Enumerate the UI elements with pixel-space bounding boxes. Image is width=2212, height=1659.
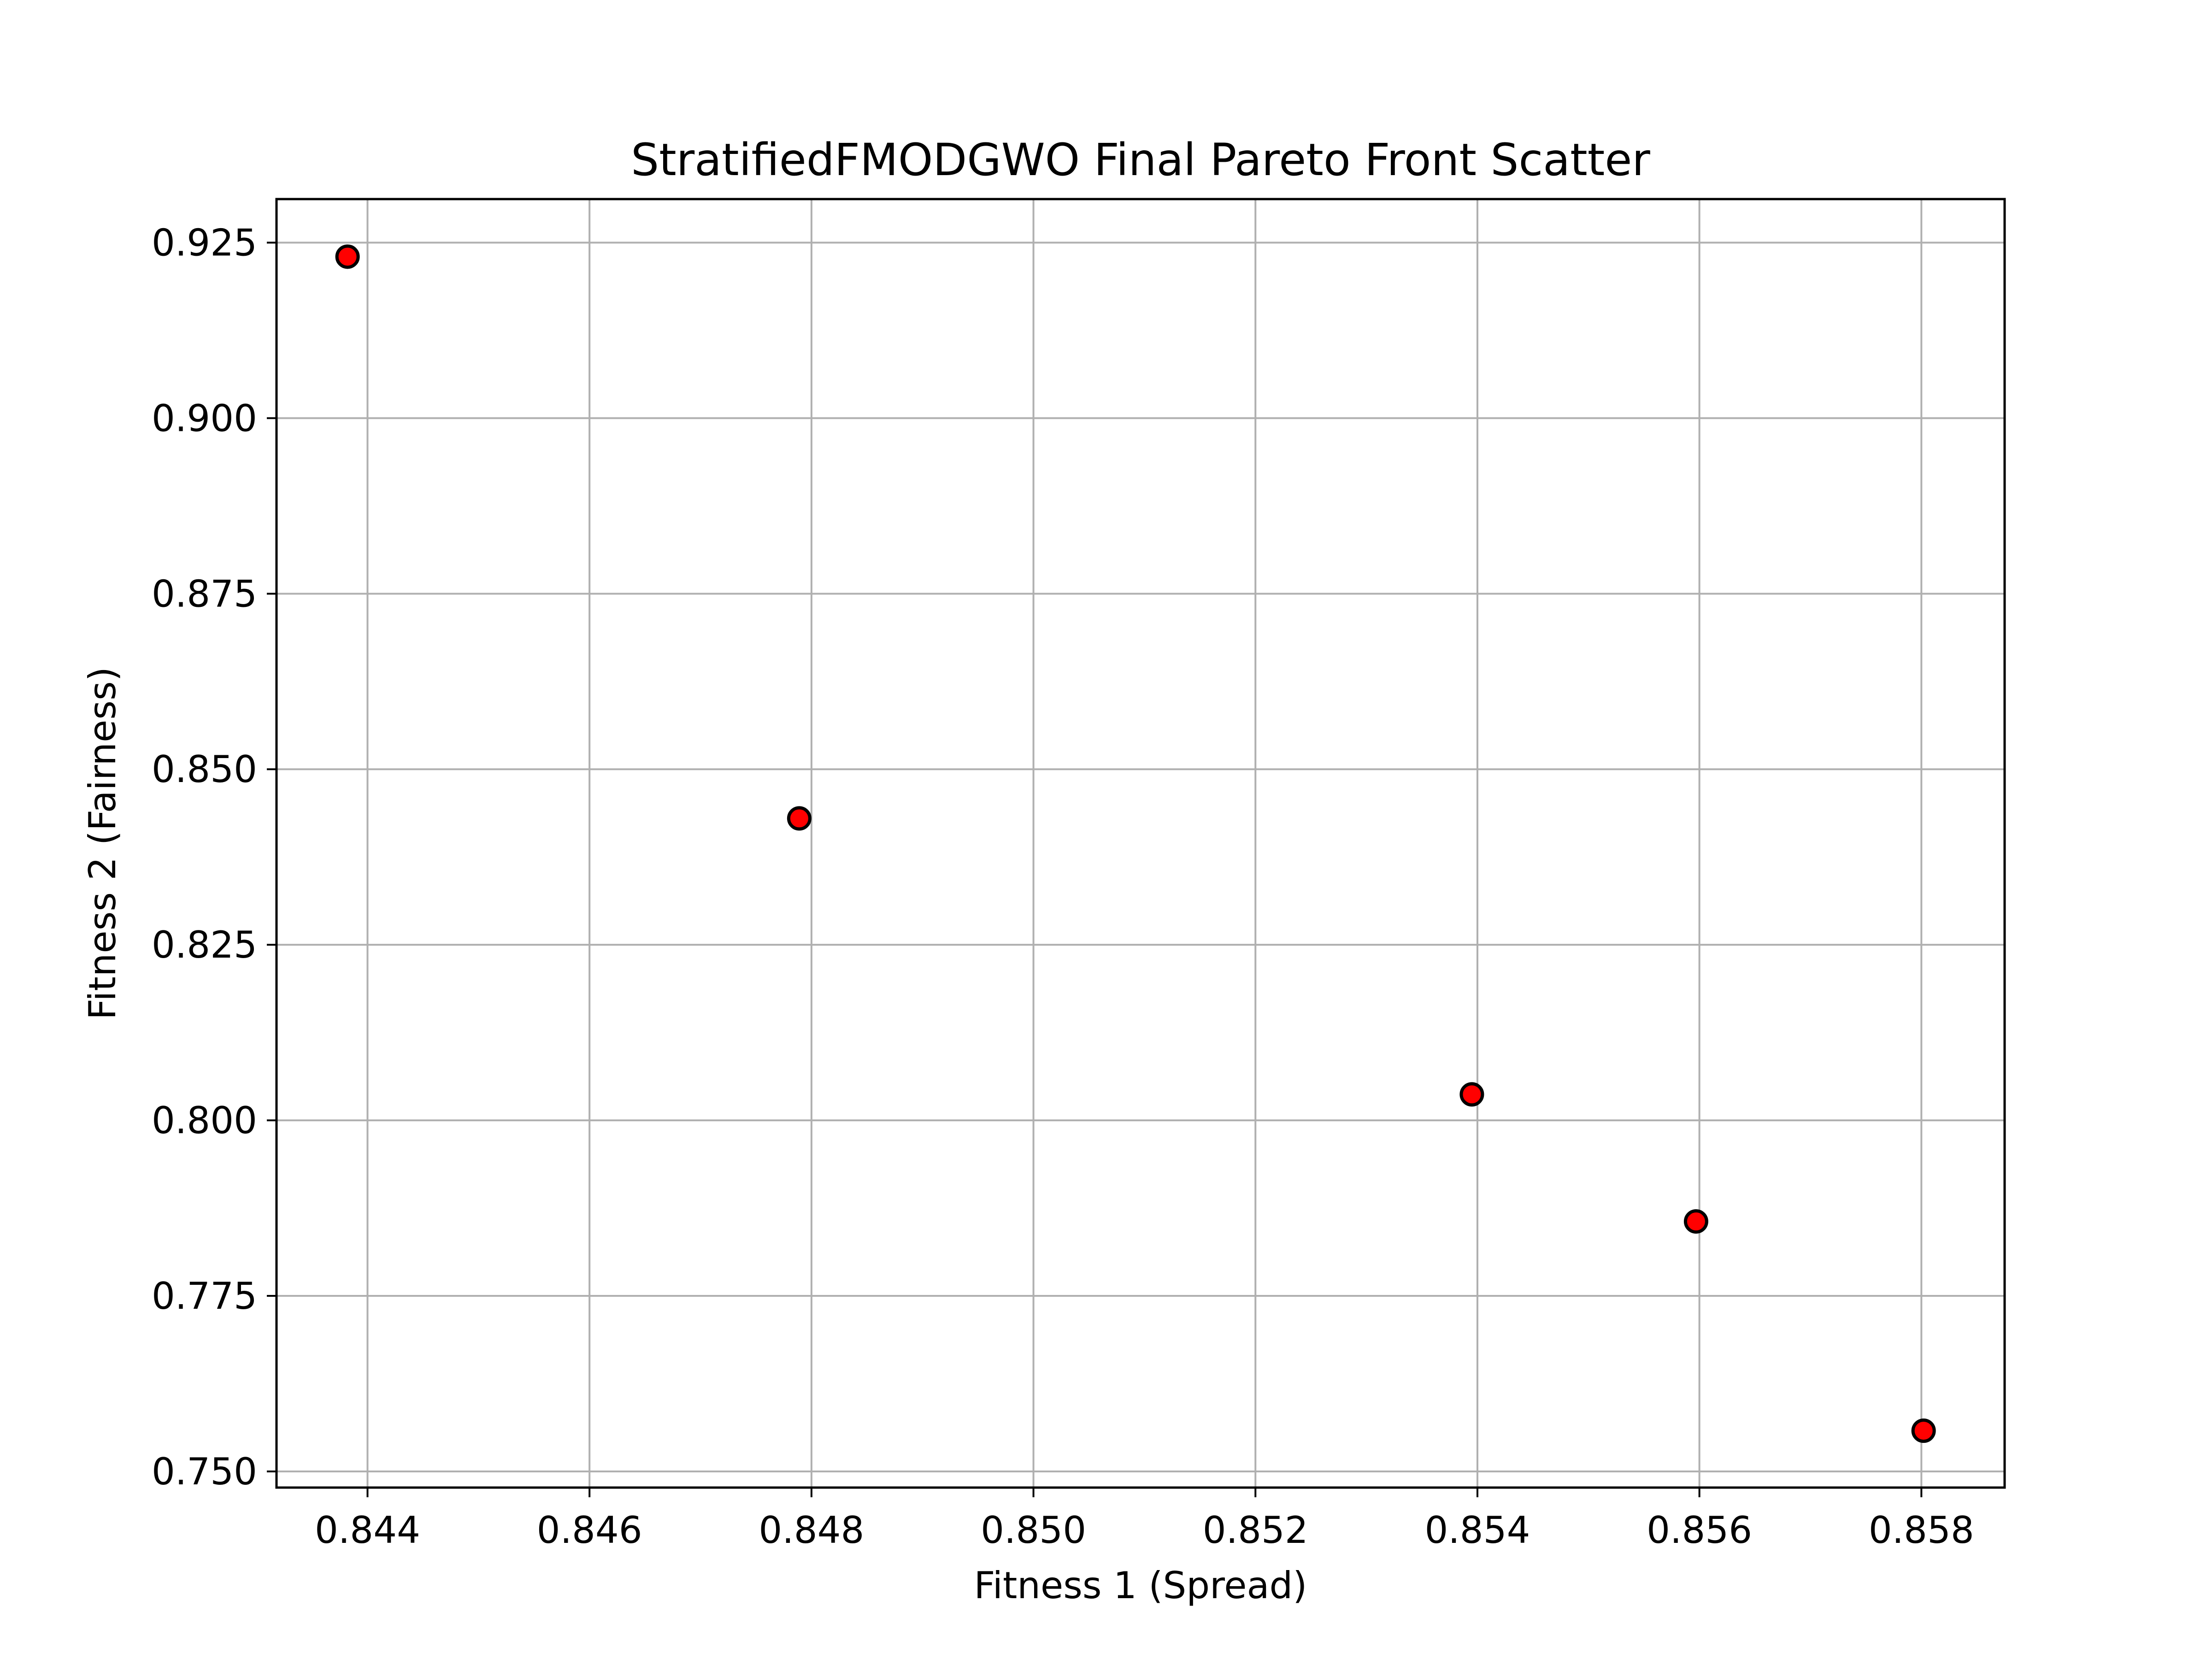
axis-ticks: 0.844 0.846 0.848 0.850 0.852 0.854 0.856 0.858… [152,221,1974,1552]
x-axis-label: Fitness 1 (Spread) [974,1564,1307,1607]
x-tick-label: 0.844 [315,1509,420,1552]
x-tick-label: 0.856 [1647,1509,1752,1552]
x-tick-label: 0.848 [759,1509,864,1552]
x-tick-label: 0.858 [1869,1509,1974,1552]
scatter-point [787,806,812,831]
x-tick-label: 0.852 [1203,1509,1308,1552]
y-tick-label: 0.800 [152,1099,257,1142]
y-tick-label: 0.900 [152,397,257,440]
scatter-point [1459,1082,1484,1107]
y-tick-label: 0.875 [152,572,257,615]
x-tick-label: 0.850 [981,1509,1086,1552]
chart-title: StratifiedFMODGWO Final Pareto Front Sca… [631,134,1650,186]
x-tick-label: 0.846 [537,1509,642,1552]
y-tick-label: 0.925 [152,221,257,264]
y-tick-label: 0.825 [152,924,257,966]
scatter-point [1683,1209,1708,1234]
scatter-point [335,244,360,269]
data-points [335,244,1936,1443]
y-axis-label: Fitness 2 (Fairness) [81,667,124,1020]
y-tick-label: 0.750 [152,1450,257,1493]
scatter-point [1911,1418,1936,1443]
plot-area-frame [275,198,2006,1489]
grid-lines [276,199,2005,1488]
y-tick-label: 0.775 [152,1275,257,1318]
x-tick-label: 0.854 [1424,1509,1530,1552]
y-tick-label: 0.850 [152,748,257,791]
